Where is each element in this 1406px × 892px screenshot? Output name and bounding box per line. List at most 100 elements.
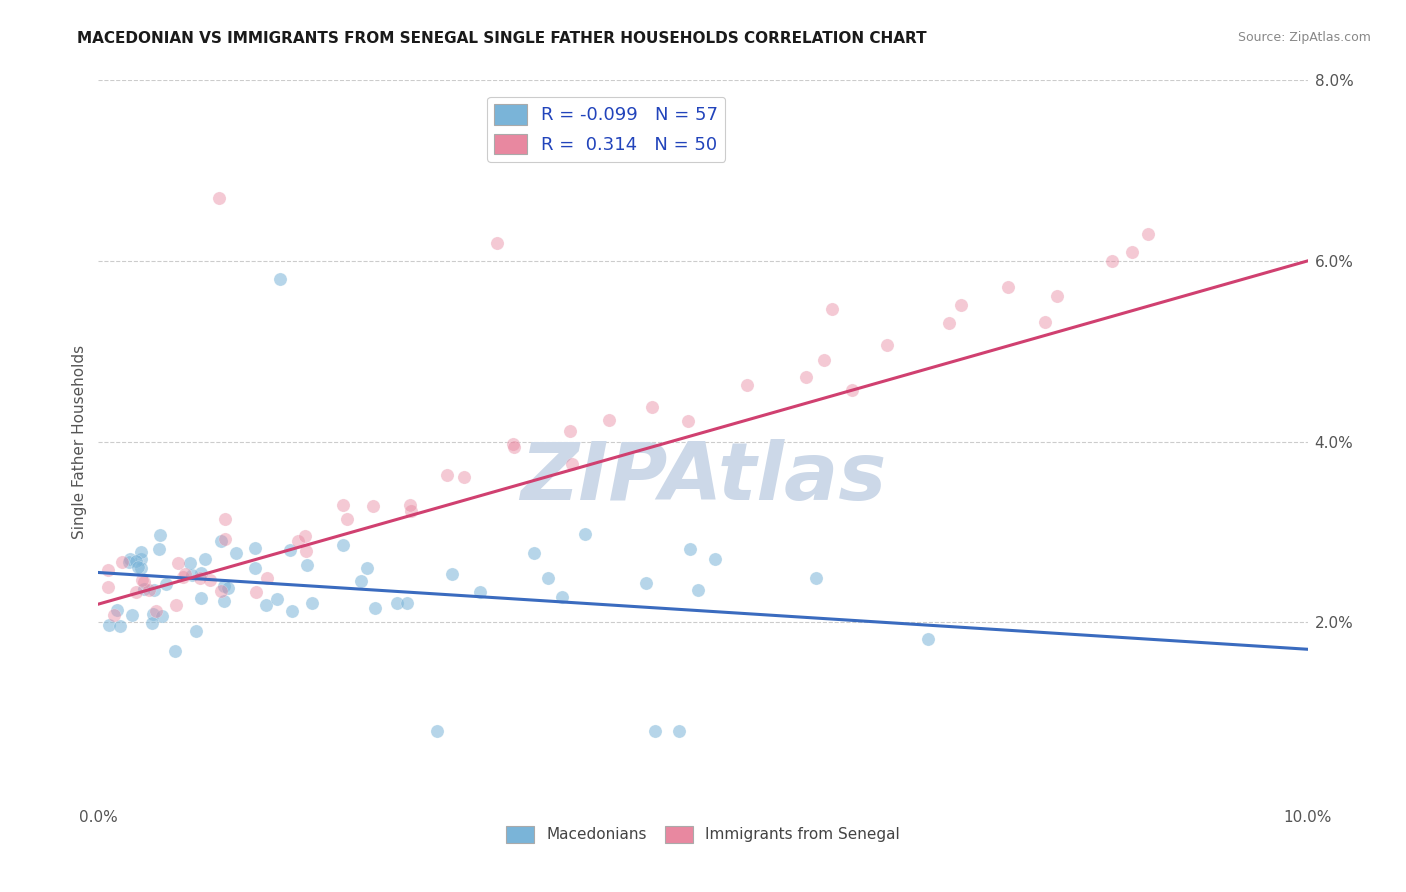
Point: [385, 596, 408, 610]
Point: [332, 538, 354, 552]
Point: [1121, 244, 1143, 259]
Point: [395, 596, 418, 610]
Point: [426, 723, 449, 738]
Point: [167, 556, 190, 570]
Point: [209, 534, 232, 549]
Point: [917, 632, 939, 646]
Point: [125, 554, 148, 568]
Point: [688, 583, 710, 598]
Point: [245, 585, 267, 599]
Point: [142, 582, 165, 597]
Point: [679, 541, 702, 556]
Point: [212, 579, 235, 593]
Point: [503, 440, 526, 454]
Point: [453, 469, 475, 483]
Point: [165, 599, 187, 613]
Point: [794, 370, 817, 384]
Point: [551, 590, 574, 604]
Point: [145, 604, 167, 618]
Point: [804, 571, 827, 585]
Point: [841, 383, 863, 397]
Point: [294, 529, 316, 543]
Point: [118, 555, 141, 569]
Point: [949, 297, 972, 311]
Point: [281, 604, 304, 618]
Point: [111, 555, 134, 569]
Point: [212, 593, 235, 607]
Point: [361, 499, 384, 513]
Point: [254, 598, 277, 612]
Point: [129, 561, 152, 575]
Point: [148, 541, 170, 556]
Point: [225, 546, 247, 560]
Point: [523, 546, 546, 560]
Point: [676, 414, 699, 428]
Point: [132, 574, 155, 589]
Point: [598, 413, 620, 427]
Point: [1033, 315, 1056, 329]
Point: [138, 583, 160, 598]
Text: Source: ZipAtlas.com: Source: ZipAtlas.com: [1237, 31, 1371, 45]
Point: [190, 566, 212, 581]
Point: [1046, 289, 1069, 303]
Point: [938, 316, 960, 330]
Point: [141, 615, 163, 630]
Point: [997, 280, 1019, 294]
Point: [198, 573, 221, 587]
Point: [364, 601, 387, 615]
Point: [243, 541, 266, 556]
Point: [737, 377, 759, 392]
Point: [256, 571, 278, 585]
Point: [172, 570, 194, 584]
Point: [537, 571, 560, 585]
Point: [214, 512, 236, 526]
Point: [174, 567, 197, 582]
Text: ZIPAtlas: ZIPAtlas: [520, 439, 886, 516]
Point: [179, 556, 201, 570]
Point: [641, 401, 664, 415]
Point: [129, 545, 152, 559]
Point: [97, 580, 120, 594]
Point: [190, 591, 212, 605]
Point: [574, 527, 596, 541]
Point: [1101, 253, 1123, 268]
Point: [181, 568, 204, 582]
Point: [97, 563, 120, 577]
Point: [636, 575, 658, 590]
Point: [644, 723, 666, 738]
Point: [105, 603, 128, 617]
Point: [127, 560, 149, 574]
Point: [350, 574, 373, 589]
Point: [125, 584, 148, 599]
Point: [245, 560, 267, 574]
Point: [163, 644, 186, 658]
Point: [502, 437, 524, 451]
Point: [356, 561, 378, 575]
Point: [266, 591, 288, 606]
Point: [190, 571, 212, 585]
Point: [278, 543, 301, 558]
Point: [150, 608, 173, 623]
Point: [103, 607, 125, 622]
Point: [184, 624, 207, 638]
Point: [209, 583, 232, 598]
Point: [332, 498, 354, 512]
Point: [561, 457, 583, 471]
Point: [214, 532, 236, 546]
Point: [121, 608, 143, 623]
Point: [217, 581, 239, 595]
Point: [194, 552, 217, 566]
Point: [295, 543, 318, 558]
Point: [668, 723, 690, 738]
Point: [149, 528, 172, 542]
Point: [468, 584, 491, 599]
Point: [399, 504, 422, 518]
Point: [704, 552, 727, 566]
Point: [208, 191, 231, 205]
Text: MACEDONIAN VS IMMIGRANTS FROM SENEGAL SINGLE FATHER HOUSEHOLDS CORRELATION CHART: MACEDONIAN VS IMMIGRANTS FROM SENEGAL SI…: [77, 31, 927, 46]
Point: [301, 597, 323, 611]
Point: [120, 552, 142, 566]
Point: [441, 567, 464, 582]
Point: [813, 353, 835, 368]
Y-axis label: Single Father Households: Single Father Households: [72, 344, 87, 539]
